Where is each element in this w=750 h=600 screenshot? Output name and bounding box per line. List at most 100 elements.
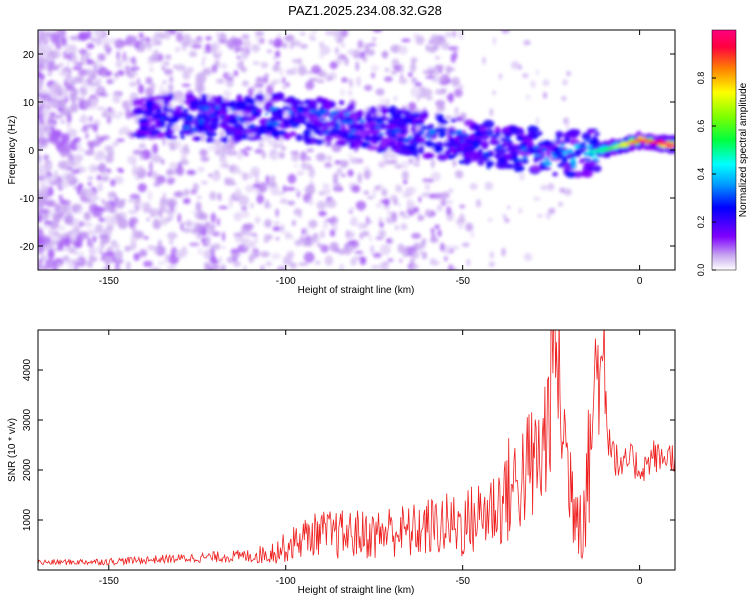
- heatmap-cell: [173, 191, 182, 198]
- heatmap-cell: [88, 116, 93, 122]
- heatmap-cell: [349, 134, 353, 139]
- heatmap-cell: [181, 45, 187, 51]
- heatmap-cell: [122, 100, 130, 110]
- heatmap-cell: [447, 46, 459, 51]
- heatmap-cell: [248, 240, 256, 249]
- heatmap-cell: [444, 31, 453, 38]
- heatmap-cell: [324, 162, 333, 168]
- heatmap-cell: [109, 206, 116, 214]
- heatmap-cell: [313, 130, 319, 135]
- heatmap-cell: [481, 155, 490, 162]
- heatmap-cell: [418, 86, 426, 91]
- heatmap-cell: [254, 80, 262, 86]
- heatmap-cell: [215, 105, 221, 110]
- heatmap-cell: [227, 118, 239, 125]
- heatmap-cell: [156, 114, 162, 120]
- heatmap-cell: [312, 30, 317, 36]
- heatmap-cell: [333, 221, 338, 231]
- heatmap-cell: [337, 131, 347, 136]
- heatmap-cell: [115, 213, 120, 220]
- heatmap-cell: [486, 159, 495, 168]
- heatmap-cell: [254, 35, 260, 43]
- heatmap-cell: [240, 66, 247, 73]
- heatmap-cell: [219, 130, 225, 138]
- heatmap-cell: [47, 72, 53, 77]
- heatmap-cell: [297, 116, 302, 120]
- heatmap-cell: [307, 164, 313, 170]
- heatmap-cell: [78, 231, 89, 240]
- heatmap-cell: [518, 207, 523, 214]
- heatmap-cell: [186, 219, 193, 228]
- heatmap-cell: [218, 50, 222, 56]
- heatmap-cell: [363, 43, 369, 50]
- heatmap-cell: [492, 90, 496, 96]
- heatmap-cell: [56, 84, 63, 95]
- heatmap-cell: [92, 123, 98, 133]
- heatmap-cell: [392, 65, 398, 70]
- heatmap-cell: [364, 168, 371, 180]
- heatmap-cell: [314, 138, 325, 146]
- heatmap-cell: [65, 159, 72, 168]
- heatmap-cell: [387, 129, 396, 133]
- heatmap-cell: [230, 149, 234, 157]
- heatmap-cell: [565, 170, 577, 178]
- heatmap-cell: [303, 133, 308, 143]
- heatmap-cell: [217, 192, 222, 202]
- heatmap-cell: [322, 183, 330, 187]
- heatmap-cell: [101, 198, 106, 205]
- heatmap-cell: [398, 77, 408, 85]
- heatmap-cell: [377, 160, 387, 169]
- heatmap-cell: [44, 154, 48, 162]
- heatmap-cell: [147, 244, 157, 251]
- heatmap-cell: [276, 130, 287, 136]
- heatmap-cell: [133, 230, 145, 240]
- heatmap-cell: [528, 146, 533, 152]
- heatmap-cell: [354, 250, 364, 254]
- heatmap-cell: [145, 76, 153, 85]
- heatmap-cell: [523, 253, 533, 262]
- heatmap-cell: [62, 142, 71, 154]
- heatmap-cell: [380, 139, 389, 149]
- heatmap-cell: [439, 76, 444, 82]
- heatmap-cell: [248, 254, 254, 264]
- heatmap-cell: [263, 93, 271, 101]
- heatmap-cell: [186, 169, 196, 175]
- heatmap-cell: [566, 71, 572, 77]
- heatmap-cell: [180, 222, 184, 231]
- heatmap-cell: [71, 204, 82, 211]
- heatmap-cell: [212, 264, 221, 270]
- heatmap-cell: [448, 188, 454, 193]
- heatmap-cell: [540, 147, 547, 152]
- heatmap-cell: [283, 35, 295, 41]
- heatmap-cell: [240, 49, 249, 60]
- heatmap-cell: [42, 143, 47, 149]
- heatmap-cell: [398, 45, 408, 55]
- heatmap-cell: [409, 63, 417, 73]
- heatmap-cell: [535, 117, 540, 126]
- heatmap-cell: [38, 235, 43, 246]
- heatmap-cell: [239, 210, 250, 218]
- heatmap-cell: [250, 166, 260, 177]
- heatmap-cell: [248, 172, 253, 180]
- heatmap-cell: [390, 238, 394, 244]
- heatmap-cell: [418, 249, 424, 254]
- heatmap-cell: [50, 64, 60, 71]
- heatmap-cell: [85, 221, 92, 226]
- heatmap-cell: [94, 223, 104, 235]
- heatmap-cell: [297, 64, 307, 76]
- heatmap-cell: [73, 250, 78, 255]
- heatmap-cell: [43, 220, 53, 225]
- heatmap-cell: [69, 140, 80, 151]
- heatmap-cell: [563, 157, 568, 162]
- heatmap-cell: [484, 181, 494, 191]
- heatmap-cell: [272, 64, 280, 72]
- heatmap-cell: [517, 158, 523, 162]
- heatmap-cell: [320, 244, 329, 253]
- heatmap-cell: [268, 109, 272, 112]
- heatmap-cell: [469, 123, 474, 131]
- heatmap-cell: [174, 141, 182, 149]
- heatmap-cell: [395, 185, 403, 193]
- heatmap-cell: [326, 141, 331, 146]
- heatmap-cell: [290, 43, 294, 50]
- heatmap-cell: [487, 217, 493, 223]
